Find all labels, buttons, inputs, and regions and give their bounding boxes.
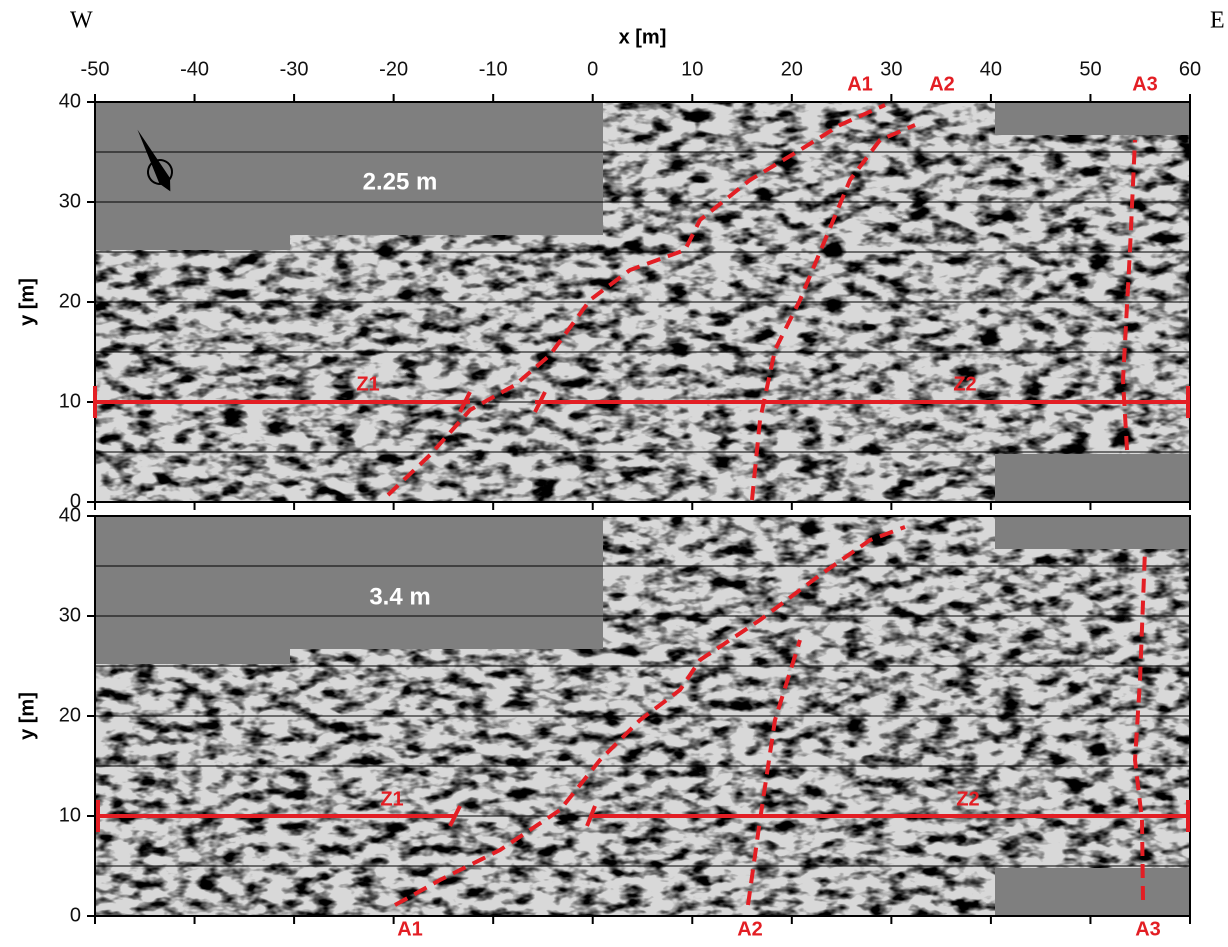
annotation: A1 (847, 73, 873, 95)
depth-label: 2.25 m (363, 168, 438, 195)
x-tick-label: 10 (681, 58, 703, 80)
y-tick-label: 20 (59, 704, 81, 726)
x-tick-label: 60 (1179, 58, 1201, 80)
annotation: Z2 (953, 373, 976, 395)
x-tick-label: -30 (280, 58, 309, 80)
y-tick-label: 10 (59, 390, 81, 412)
annotation: A2 (929, 73, 955, 95)
x-axis-label: x [m] (619, 26, 667, 48)
x-tick-label: -40 (180, 58, 209, 80)
figure: W E 010203040-50-40-30-20-10010203040506… (0, 0, 1228, 942)
y-tick-label: 30 (59, 190, 81, 212)
annotation: A3 (1135, 918, 1161, 940)
no-data-area (995, 868, 1190, 916)
annotation: Z2 (956, 788, 979, 810)
y-tick-label: 30 (59, 604, 81, 626)
annotation: Z1 (380, 788, 403, 810)
y-axis-label: y [m] (16, 278, 38, 326)
west-label: W (70, 8, 93, 34)
no-data-area (995, 454, 1190, 502)
x-tick-label: -20 (379, 58, 408, 80)
x-tick-label: -10 (479, 58, 508, 80)
annotation: A3 (1132, 73, 1158, 95)
no-data-area (95, 516, 603, 664)
x-tick-label: 30 (880, 58, 902, 80)
y-axis-label: y [m] (16, 692, 38, 740)
no-data-area (995, 516, 1190, 549)
x-tick-label: 20 (781, 58, 803, 80)
x-tick-label: -50 (81, 58, 110, 80)
depth-label: 3.4 m (369, 583, 430, 610)
y-tick-label: 0 (70, 904, 81, 926)
x-tick-label: 0 (587, 58, 598, 80)
y-tick-label: 20 (59, 290, 81, 312)
annotation: Z1 (356, 373, 379, 395)
annotation: A1 (397, 918, 423, 940)
y-tick-label: 40 (59, 90, 81, 112)
annotation: A2 (737, 918, 763, 940)
x-tick-label: 40 (980, 58, 1002, 80)
east-label: E (1210, 8, 1225, 34)
y-tick-label: 10 (59, 804, 81, 826)
no-data-area (995, 102, 1190, 135)
y-tick-label: 40 (59, 504, 81, 526)
x-tick-label: 50 (1079, 58, 1101, 80)
